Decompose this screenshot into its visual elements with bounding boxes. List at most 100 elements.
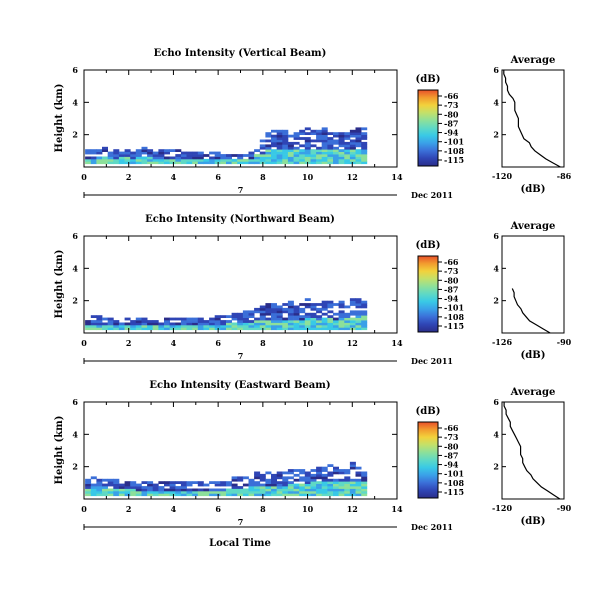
echo-cell bbox=[310, 493, 317, 497]
echo-cell bbox=[141, 161, 148, 165]
echo-cell bbox=[248, 483, 255, 487]
colorbar-bar bbox=[417, 89, 439, 167]
echo-cell bbox=[293, 486, 300, 489]
echo-cell bbox=[361, 149, 368, 152]
echo-cell bbox=[231, 161, 238, 165]
echo-cell bbox=[141, 493, 148, 497]
echo-cell bbox=[276, 151, 283, 155]
echo-cell bbox=[310, 154, 317, 157]
echo-cell bbox=[180, 158, 187, 162]
echo-cell bbox=[237, 324, 244, 328]
echo-cell bbox=[361, 312, 368, 316]
echo-cell bbox=[203, 154, 210, 157]
echo-cell bbox=[327, 486, 334, 489]
echo-cell bbox=[338, 134, 345, 138]
echo-cell bbox=[248, 320, 255, 323]
colorbar-unit: (dB) bbox=[416, 240, 441, 251]
echo-cell bbox=[96, 156, 103, 160]
echo-cell bbox=[333, 483, 339, 487]
colorbar-tick-label: -87 bbox=[444, 118, 458, 128]
echo-cell bbox=[361, 483, 368, 487]
y-tick-label: 2 bbox=[72, 462, 78, 472]
echo-cell bbox=[355, 466, 362, 470]
echo-cell bbox=[248, 154, 255, 157]
echo-cell bbox=[304, 481, 311, 484]
echo-cell bbox=[316, 303, 323, 306]
echo-cell bbox=[304, 151, 311, 155]
echo-cell bbox=[287, 149, 294, 152]
profile-title: Average bbox=[510, 221, 556, 232]
echo-cell bbox=[276, 322, 283, 326]
echo-cell bbox=[327, 141, 334, 145]
echo-cell bbox=[265, 322, 272, 326]
echo-cell bbox=[299, 129, 306, 133]
echo-cell bbox=[338, 139, 345, 143]
echo-cell bbox=[96, 161, 103, 165]
echo-cell bbox=[90, 161, 97, 165]
echo-cell bbox=[271, 483, 277, 487]
echo-cell bbox=[361, 493, 368, 497]
echo-cell bbox=[141, 320, 148, 323]
echo-cell bbox=[237, 486, 244, 489]
echo-cell bbox=[321, 469, 328, 472]
profile-x-tick-label: -126 bbox=[492, 337, 512, 347]
date-label: 7 bbox=[238, 185, 244, 195]
echo-cell bbox=[282, 486, 289, 489]
echo-cell bbox=[276, 305, 283, 309]
echo-cell bbox=[361, 141, 368, 145]
echo-cell bbox=[293, 320, 300, 323]
y-tick-label: 2 bbox=[72, 296, 78, 306]
echo-cell bbox=[271, 490, 277, 494]
echo-cell bbox=[344, 486, 351, 489]
echo-cell bbox=[282, 156, 289, 160]
echo-cell bbox=[310, 317, 317, 321]
echo-cell bbox=[338, 327, 345, 331]
echo-cell bbox=[304, 146, 311, 150]
echo-cell bbox=[293, 132, 300, 135]
echo-cell bbox=[102, 146, 108, 150]
echo-cell bbox=[214, 481, 221, 484]
echo-cell bbox=[214, 151, 221, 155]
echo-cell bbox=[327, 464, 334, 467]
echo-cell bbox=[276, 327, 283, 331]
echo-cell bbox=[124, 483, 131, 487]
echo-cell bbox=[259, 315, 266, 318]
echo-cell bbox=[209, 151, 216, 155]
echo-cell bbox=[327, 315, 334, 318]
echo-cell bbox=[327, 324, 334, 328]
echo-cell bbox=[344, 481, 351, 484]
echo-cell bbox=[175, 149, 182, 152]
echo-cell bbox=[355, 481, 362, 484]
echo-cell bbox=[287, 481, 294, 484]
echo-cell bbox=[293, 146, 300, 150]
echo-cell bbox=[327, 300, 334, 304]
echo-cell bbox=[355, 493, 362, 497]
echo-cell bbox=[226, 154, 232, 157]
profile-line bbox=[503, 402, 561, 500]
echo-cell bbox=[118, 324, 125, 328]
echo-cell bbox=[304, 322, 311, 326]
echo-cell bbox=[259, 317, 266, 321]
echo-cell bbox=[344, 149, 351, 152]
echo-cell bbox=[310, 312, 317, 316]
echo-cell bbox=[333, 134, 339, 138]
echo-cell bbox=[152, 493, 159, 497]
echo-cell bbox=[226, 315, 232, 318]
echo-cell bbox=[287, 315, 294, 318]
echo-cell bbox=[158, 324, 165, 328]
echo-cell bbox=[287, 141, 294, 145]
average-profile: Average 2 4 6 -126 -90 (dB) bbox=[492, 221, 572, 361]
echo-cell bbox=[186, 317, 193, 321]
echo-cell bbox=[361, 473, 368, 477]
echo-cell bbox=[214, 158, 221, 162]
profile-x-label: (dB) bbox=[521, 350, 546, 361]
echo-cell bbox=[141, 317, 148, 321]
echo-cell bbox=[96, 151, 103, 155]
profile-title: Average bbox=[510, 387, 556, 398]
echo-cell bbox=[333, 327, 339, 331]
echo-cell bbox=[321, 303, 328, 306]
echo-cell bbox=[192, 493, 199, 497]
echo-cell bbox=[248, 161, 255, 165]
echo-cell bbox=[327, 303, 334, 306]
echo-cell bbox=[349, 156, 356, 160]
